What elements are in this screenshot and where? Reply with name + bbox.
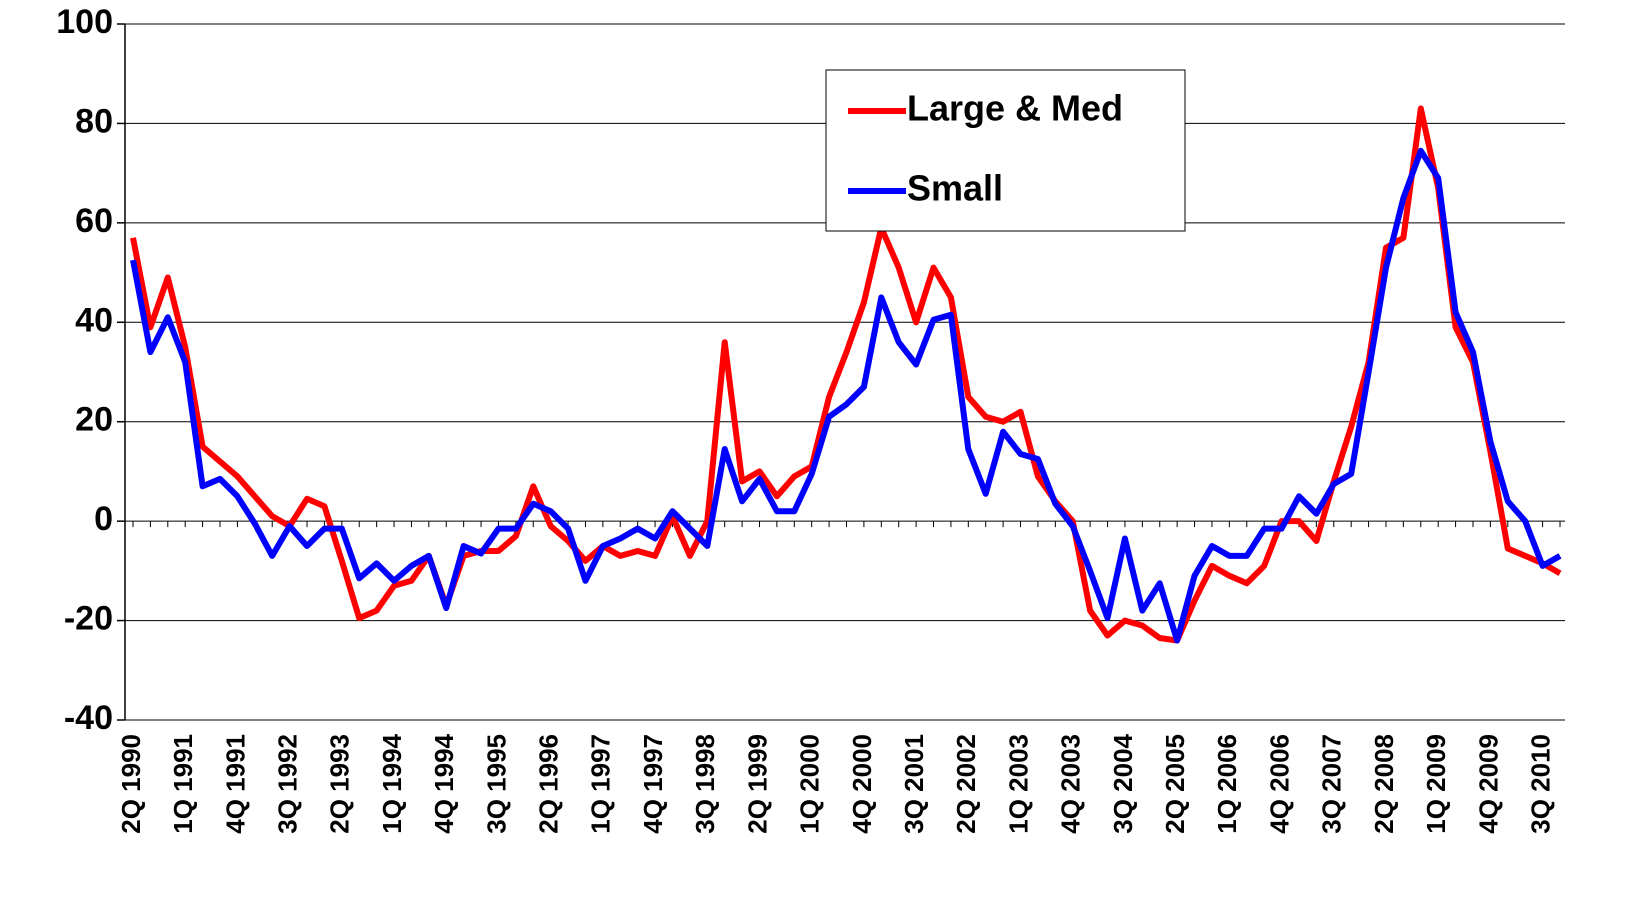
legend-label: Small (907, 168, 1003, 209)
x-tick-label: 1Q 2000 (795, 734, 825, 834)
x-tick-label: 4Q 1997 (638, 734, 668, 834)
x-tick-label: 4Q 2009 (1473, 734, 1503, 834)
legend-box (825, 69, 1186, 232)
x-tick-label: 2Q 1993 (325, 734, 355, 834)
x-tick-label: 3Q 1998 (690, 734, 720, 834)
x-tick-label: 2Q 2008 (1369, 734, 1399, 834)
x-tick-label: 1Q 2003 (1003, 734, 1033, 834)
x-tick-label: 1Q 1994 (377, 733, 407, 833)
legend-label: Large & Med (907, 88, 1123, 129)
y-tick-label: 100 (56, 3, 113, 41)
y-tick-label: 0 (94, 500, 113, 538)
x-tick-label: 3Q 2001 (899, 734, 929, 834)
x-tick-label: 3Q 2010 (1525, 734, 1555, 834)
x-tick-label: 3Q 2007 (1317, 734, 1347, 834)
data-line (130, 105, 1562, 644)
x-tick-label: 1Q 2009 (1421, 734, 1451, 834)
y-tick-label: 40 (75, 301, 113, 339)
x-tick-label: 3Q 1992 (272, 734, 302, 834)
x-tick-label: 4Q 1994 (429, 733, 459, 833)
data-line (130, 147, 1562, 644)
x-tick-label: 4Q 2000 (847, 734, 877, 834)
x-tick-label: 2Q 2005 (1160, 734, 1190, 834)
x-tick-label: 4Q 2006 (1264, 734, 1294, 834)
x-tick-label: 2Q 1996 (534, 734, 564, 834)
y-tick-label: -40 (64, 699, 113, 737)
x-tick-label: 2Q 2002 (951, 734, 981, 834)
x-tick-label: 4Q 1991 (220, 734, 250, 834)
x-tick-label: 3Q 2004 (1108, 733, 1138, 833)
x-tick-label: 1Q 1991 (168, 734, 198, 834)
x-tick-label: 4Q 2003 (1056, 734, 1086, 834)
x-tick-label: 3Q 1995 (481, 734, 511, 834)
x-tick-label: 1Q 1997 (586, 734, 616, 834)
x-tick-label: 2Q 1999 (742, 734, 772, 834)
x-tick-label: 2Q 1990 (116, 734, 146, 834)
y-tick-label: 80 (75, 102, 113, 140)
y-tick-label: 20 (75, 401, 113, 439)
y-tick-label: -20 (64, 600, 113, 638)
x-tick-label: 1Q 2006 (1212, 734, 1242, 834)
y-tick-label: 60 (75, 202, 113, 240)
